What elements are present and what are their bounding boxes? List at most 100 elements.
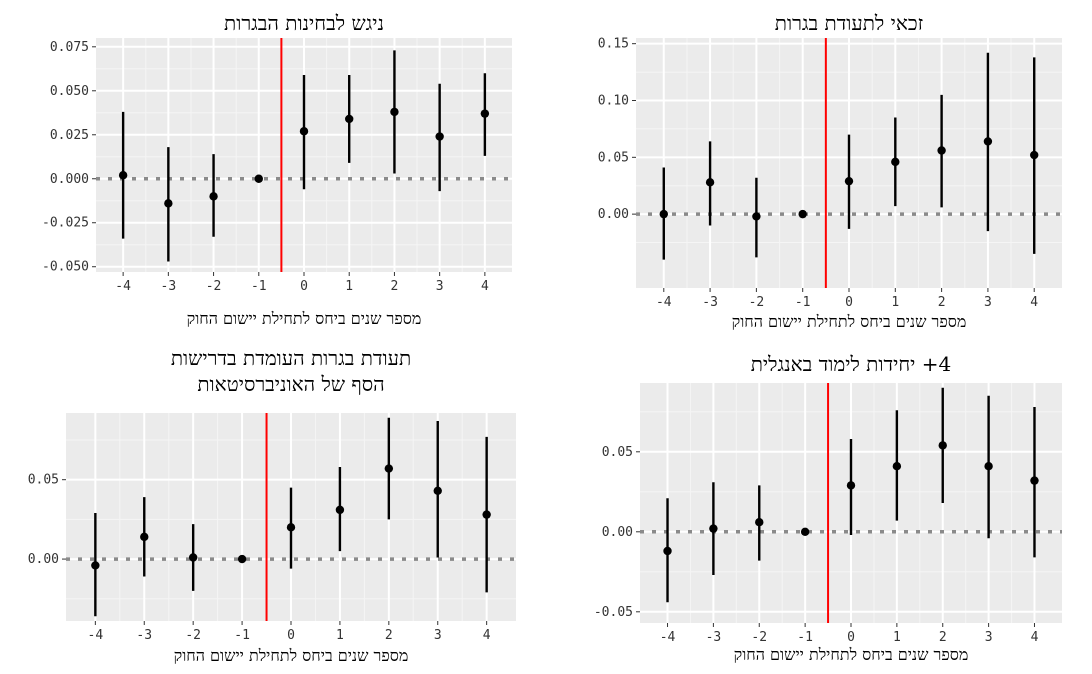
estimate-point [844,176,854,186]
x-axis-label: מספר שנים ביחס לתחילת יישום החוק [731,312,967,331]
estimate-point [755,518,764,527]
estimate-point [892,462,902,471]
x-axis-label: מספר שנים ביחס לתחילת יישום החוק [173,646,409,665]
y-tick-label: 0.05 [28,473,59,488]
x-tick-label: 3 [434,628,442,643]
x-tick-label: 1 [891,295,899,310]
x-tick-label: 0 [287,628,295,643]
x-tick-label: -4 [660,630,676,645]
estimate-point [433,486,442,496]
estimate-point [188,553,198,562]
chart-panel-english-units: 4+ יחידות לימוד באנגלית -0.05 0.00 0.05 -4-… [560,335,1092,670]
x-tick-label: -3 [136,628,152,643]
x-tick-label: -1 [795,295,811,310]
estimate-point [384,464,394,473]
x-tick-label: -4 [88,628,104,643]
estimate-point [800,527,810,536]
y-tick-label: 0.00 [28,552,59,567]
estimate-point [237,554,247,564]
x-tick-label: -3 [161,279,177,294]
chart-svg: 0.00 0.05 0.10 0.15 -4 -3 -2 -1 0 1 2 3 4 [598,37,1062,310]
estimate-point [480,109,490,118]
estimate-point [937,146,946,155]
y-tick-label: 0.05 [602,445,633,460]
x-tick-label: 4 [1030,295,1038,310]
estimate-point [140,532,149,542]
y-tick-label: 0.10 [598,94,629,109]
x-tick-label: -4 [656,295,672,310]
estimate-point [345,114,354,124]
x-tick-label: 3 [985,630,993,645]
x-tick-label: 1 [336,628,344,643]
x-tick-label: -1 [251,279,267,294]
estimate-point [709,524,718,533]
x-tick-label: 2 [385,628,393,643]
estimate-point [846,481,856,490]
x-tick-label: -2 [749,295,765,310]
x-tick-label: 4 [483,628,491,643]
estimate-point [299,127,309,136]
y-tick-label: -0.050 [42,260,89,275]
estimate-point [1030,476,1039,485]
x-tick-label: -2 [185,628,201,643]
y-tick-label: 0.05 [598,150,629,165]
chart-panel-eligible-certificate: זכאי לתעודת בגרות 0.00 0.05 0.10 0.15 -4 -3 -2… [560,0,1092,335]
x-tick-label: 3 [436,279,444,294]
estimate-point [91,561,100,570]
x-tick-label: 2 [938,295,946,310]
estimate-point [938,441,947,450]
estimate-point [118,171,128,180]
y-tick-label: 0.025 [50,128,89,143]
x-tick-label: 2 [939,630,947,645]
estimate-point [254,174,263,183]
y-tick-label: -0.05 [594,605,633,620]
x-axis-label: מספר שנים ביחס לתחילת יישום החוק [186,309,422,328]
estimate-point [798,209,807,219]
y-tick-label: 0.15 [598,37,629,52]
x-tick-label: -1 [797,630,813,645]
chart-title: 4+ יחידות לימוד באנגלית [750,352,952,376]
estimate-point [752,212,761,221]
estimate-point [705,178,715,187]
x-tick-label: -3 [706,630,722,645]
chart-panel-took-exams: ניגש לבחינות הבגרות -0.050 -0.025 0.000 0.0… [0,0,540,335]
x-tick-label: 0 [845,295,853,310]
x-tick-label: 0 [847,630,855,645]
chart-title: תעודת בגרות העומדת בדרישות הסף של האוניב… [170,346,412,396]
x-tick-label: 0 [300,279,308,294]
estimate-point [663,546,672,556]
estimate-point [482,510,491,519]
estimate-point [983,137,993,146]
chart-panel-university-threshold: תעודת בגרות העומדת בדרישות הסף של האוניב… [0,335,540,670]
x-tick-label: -3 [702,295,718,310]
estimate-point [891,157,900,167]
y-tick-label: 0.075 [50,40,89,55]
y-tick-label: 0.00 [602,525,633,540]
x-tick-label: -4 [115,279,131,294]
estimate-point [335,505,345,515]
chart-title: זכאי לתעודת בגרות [774,11,924,35]
x-tick-label: -2 [206,279,222,294]
estimate-point [984,462,993,471]
y-tick-label: -0.025 [42,216,89,231]
estimate-point [1030,150,1039,160]
x-tick-label: -2 [751,630,767,645]
x-tick-label: 1 [893,630,901,645]
chart-svg: -0.05 0.00 0.05 -4 -3 -2 -1 0 1 2 3 4 [594,383,1062,645]
x-tick-label: 4 [481,279,489,294]
x-tick-label: 2 [391,279,399,294]
estimate-point [659,209,668,219]
y-tick-label: 0.00 [598,207,629,222]
x-tick-label: 1 [345,279,353,294]
estimate-point [164,199,173,208]
x-tick-label: -1 [234,628,250,643]
x-tick-label: 4 [1031,630,1039,645]
estimate-point [435,132,444,141]
y-tick-label: 0.050 [50,84,89,99]
estimate-point [286,523,296,532]
x-tick-label: 3 [984,295,992,310]
estimate-point [209,192,218,201]
chart-svg: 0.00 0.05 -4 -3 -2 -1 0 1 2 3 4 [28,413,516,643]
y-tick-label: 0.000 [50,172,89,187]
estimate-point [390,107,399,117]
